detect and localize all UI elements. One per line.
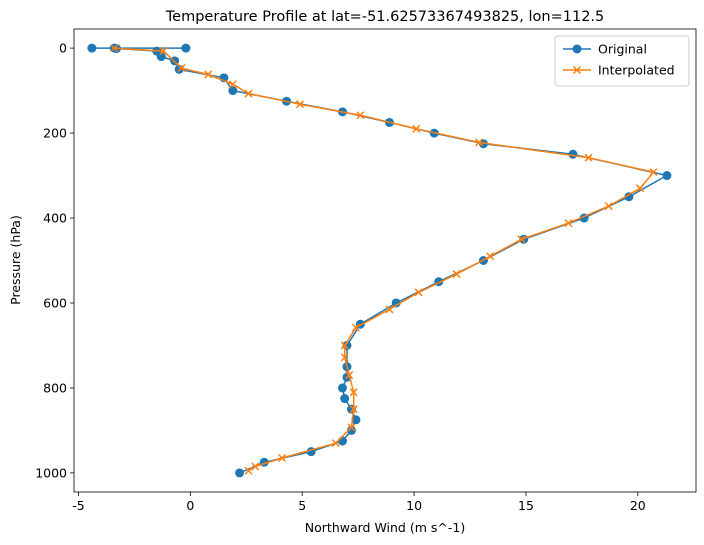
data-point-interpolated xyxy=(251,462,260,471)
y-tick-label: 600 xyxy=(43,295,67,310)
data-point-interpolated xyxy=(486,252,495,261)
x-tick-label: 0 xyxy=(186,498,194,513)
data-point-original xyxy=(156,52,166,62)
data-point-interpolated xyxy=(649,168,658,177)
data-point-interpolated xyxy=(159,47,168,56)
data-point-interpolated xyxy=(356,111,365,120)
data-point-interpolated xyxy=(204,70,213,79)
chart-title: Temperature Profile at lat=-51.625733674… xyxy=(165,9,605,25)
data-point-interpolated xyxy=(349,388,358,397)
x-axis-title: Northward Wind (m s^-1) xyxy=(305,520,465,535)
y-axis-title: Pressure (hPa) xyxy=(8,215,23,305)
data-point-interpolated xyxy=(412,124,421,133)
data-point-interpolated xyxy=(351,323,360,332)
plot-frame xyxy=(73,28,697,493)
x-tick-label: 15 xyxy=(518,498,534,513)
data-point-original xyxy=(337,383,347,393)
data-point-original xyxy=(624,192,634,202)
data-point-interpolated xyxy=(331,439,340,448)
data-point-interpolated xyxy=(584,153,593,162)
x-tick-label: -5 xyxy=(72,498,84,513)
y-tick-label: 200 xyxy=(43,126,67,141)
data-point-original xyxy=(340,394,350,404)
data-point-interpolated xyxy=(295,100,305,109)
data-point-interpolated xyxy=(347,423,356,432)
y-tick-label: 400 xyxy=(43,211,67,226)
data-point-interpolated xyxy=(278,453,287,463)
data-point-interpolated xyxy=(452,270,461,279)
data-point-original xyxy=(228,86,238,96)
x-tick-label: 10 xyxy=(406,498,422,513)
data-point-interpolated xyxy=(414,288,423,297)
data-point-original xyxy=(87,43,97,53)
data-point-interpolated xyxy=(474,138,484,147)
legend-interpolated-marker xyxy=(572,65,582,75)
y-axis: 0 200 400 600 800 1000 xyxy=(35,41,74,480)
data-point-interpolated xyxy=(345,371,354,380)
data-point-original xyxy=(235,468,245,478)
data-point-interpolated xyxy=(349,405,358,414)
data-point-interpolated xyxy=(244,89,253,98)
data-point-interpolated xyxy=(340,341,349,350)
data-point-original xyxy=(346,425,356,435)
x-tick-label: 5 xyxy=(298,498,306,513)
data-point-original xyxy=(662,171,672,181)
data-point-original xyxy=(351,415,361,425)
plot-area xyxy=(73,28,697,493)
data-point-interpolated xyxy=(385,305,394,314)
x-axis: -5 0 5 10 15 20 xyxy=(72,492,646,513)
series-layer xyxy=(87,43,672,478)
data-point-original xyxy=(568,149,578,159)
data-point-original xyxy=(337,436,347,446)
data-point-interpolated xyxy=(177,64,186,73)
data-point-original xyxy=(181,43,191,53)
legend-original-marker xyxy=(572,44,582,54)
y-tick-label: 800 xyxy=(43,380,67,395)
data-point-interpolated xyxy=(228,80,237,89)
legend-interpolated-label: Interpolated xyxy=(598,63,675,78)
data-point-interpolated xyxy=(636,184,645,193)
x-tick-label: 20 xyxy=(630,498,646,513)
legend: Original Interpolated xyxy=(554,35,690,87)
data-point-interpolated xyxy=(604,202,613,211)
data-point-original xyxy=(391,298,401,308)
y-tick-label: 1000 xyxy=(35,465,67,480)
data-point-interpolated xyxy=(110,44,119,53)
y-tick-label: 0 xyxy=(59,41,67,56)
data-point-interpolated xyxy=(340,353,349,362)
data-point-interpolated xyxy=(244,466,253,475)
legend-original-label: Original xyxy=(598,42,647,57)
data-point-interpolated xyxy=(564,219,573,228)
data-point-interpolated xyxy=(517,235,526,244)
